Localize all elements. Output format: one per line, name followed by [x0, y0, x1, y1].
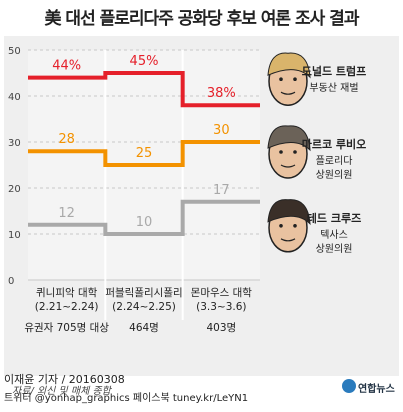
data-label: 45% [130, 54, 159, 69]
x-tick-dates: (2.24~2.25) [112, 301, 176, 313]
x-tick-dates: (2.21~2.24) [35, 301, 99, 313]
x-tick-label: 몬마우스 대학 [191, 287, 253, 299]
candidate-hair [267, 199, 311, 226]
y-tick-label: 40 [8, 92, 21, 103]
data-label: 38% [207, 86, 236, 101]
candidate-mouth [280, 164, 296, 168]
candidate-eye [293, 77, 297, 81]
y-tick-label: 0 [8, 276, 14, 287]
candidate-eye [293, 150, 297, 154]
candidate-mouth [280, 91, 296, 95]
chart-panel: 0 10 20 30 40 50 44% 45% 38% 28 25 30 12 10 17 퀴니피악 대학 (… [4, 36, 399, 397]
agency-logo-icon [342, 379, 356, 393]
candidate-name: 도널드 트럼프 [302, 64, 367, 78]
candidate-role: 텍사스 [320, 229, 348, 241]
y-tick-label: 30 [8, 138, 21, 149]
chart-svg: 0 10 20 30 40 50 44% 45% 38% 28 25 30 12 10 17 퀴니피악 대학 (… [8, 46, 367, 334]
x-tick-label: 퍼블릭폴리시폴리 [105, 287, 182, 299]
y-tick-label: 50 [8, 46, 21, 57]
candidate-hair [267, 125, 311, 152]
candidate-eye [293, 224, 297, 228]
data-label: 17 [213, 183, 230, 198]
x-tick-dates: (3.3~3.6) [196, 301, 246, 313]
candidate-eye [279, 77, 283, 81]
x-tick-sample: 유권자 705명 대상 [24, 322, 109, 334]
candidate-role: 플로리다 [316, 155, 353, 167]
candidate-role: 상원의원 [316, 169, 353, 181]
candidate-hair [267, 52, 311, 79]
data-label: 30 [213, 123, 230, 138]
x-tick-sample: 464명 [129, 322, 159, 334]
chart-title: 美 대선 플로리다주 공화당 후보 여론 조사 결과 [44, 9, 360, 29]
data-label: 12 [58, 206, 75, 221]
series-line [28, 140, 260, 167]
byline: 이재윤 기자 / 20160308 [4, 373, 125, 386]
candidate-mouth [280, 238, 296, 242]
data-label: 44% [52, 59, 81, 74]
agency-logo: 연합뉴스 [342, 377, 400, 397]
data-label: 10 [136, 215, 153, 230]
data-label: 25 [136, 146, 153, 161]
x-tick-label: 퀴니피악 대학 [36, 287, 98, 299]
y-tick-label: 20 [8, 184, 21, 195]
series-line [28, 199, 260, 236]
y-tick-label: 10 [8, 230, 21, 241]
agency-name: 연합뉴스 [358, 384, 395, 395]
candidate-name: 테드 크루즈 [307, 211, 361, 225]
series-line [28, 71, 260, 108]
social-links: 트위터 @yonhap_graphics 페이스북 tuney.kr/LeYN1 [4, 393, 249, 404]
candidate-role: 부동산 재벌 [309, 82, 358, 94]
candidate-eye [279, 150, 283, 154]
candidate-eye [279, 224, 283, 228]
source-note: 자료/ 외신 및 매체 종합 [12, 386, 111, 397]
candidate-role: 상원의원 [316, 243, 353, 255]
x-tick-sample: 403명 [206, 322, 236, 334]
candidate-name: 마르코 루비오 [302, 137, 367, 151]
data-label: 28 [58, 132, 75, 147]
